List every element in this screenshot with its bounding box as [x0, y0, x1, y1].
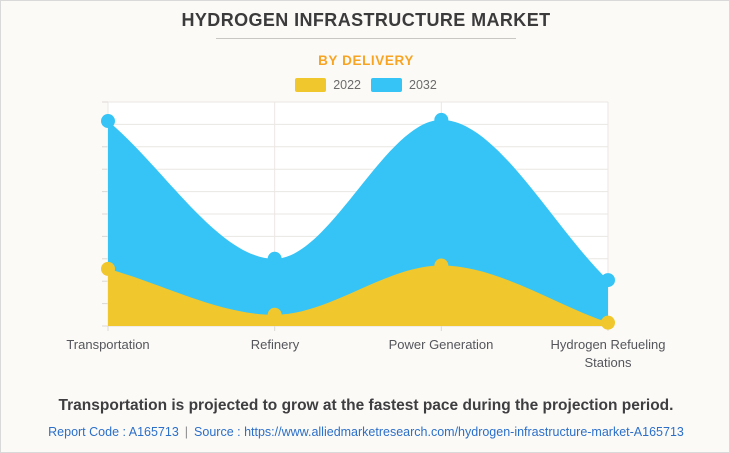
legend-swatch-2032-icon [371, 78, 402, 92]
title-divider [216, 38, 516, 39]
data-point-2032-transportation[interactable] [101, 114, 115, 129]
legend-item-2022[interactable]: 2022 [295, 78, 361, 92]
series-area-2022 [108, 265, 608, 326]
data-point-2022-power-generation[interactable] [434, 258, 449, 273]
data-point-2032-hydrogen-refueling-stations[interactable] [601, 273, 615, 288]
data-point-2022-refinery[interactable] [267, 307, 282, 322]
data-point-2022-hydrogen-refueling-stations[interactable] [601, 315, 615, 330]
legend: 2022 2032 [1, 78, 729, 92]
legend-swatch-2022-icon [295, 78, 327, 92]
legend-label-2032: 2032 [409, 78, 437, 92]
report-code: Report Code : A165713 [48, 425, 179, 439]
source-line: Report Code : A165713 | Source : https://w… [1, 425, 729, 439]
data-point-2022-transportation[interactable] [101, 261, 115, 276]
chart-subtitle: BY DELIVERY [318, 53, 414, 68]
source-link[interactable]: Source : https://www.alliedmarketresearc… [194, 425, 684, 439]
data-point-2032-refinery[interactable] [267, 251, 282, 266]
legend-label-2022: 2022 [333, 78, 361, 92]
legend-item-2032[interactable]: 2032 [371, 78, 437, 92]
data-point-2032-power-generation[interactable] [434, 112, 449, 127]
chart-title: HYDROGEN INFRASTRUCTURE MARKET [181, 10, 551, 30]
insight-note: Transportation is projected to grow at t… [58, 397, 674, 414]
separator: | [184, 425, 189, 439]
